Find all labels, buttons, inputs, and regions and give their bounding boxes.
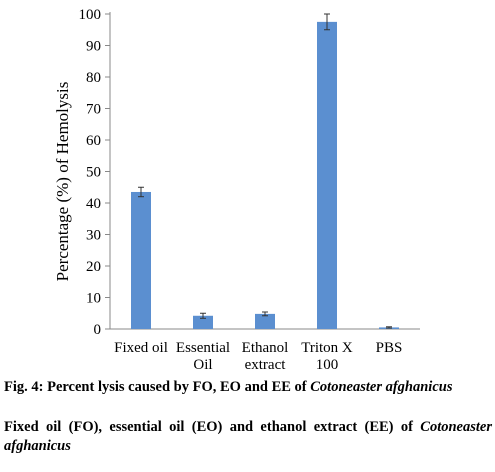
y-tick-label: 80: [86, 70, 101, 86]
y-tick-label: 50: [86, 165, 101, 181]
bar: [131, 191, 151, 329]
hemolysis-bar-chart: 0 10 20 30 40 50 60 70 80 90 100 Percentage (%) of …: [53, 7, 420, 373]
x-tick-label: Ethanol extract: [242, 340, 289, 373]
y-tick-label: 100: [79, 7, 102, 23]
caption-title-text: Fig. 4: Percent lysis caused by FO, EO a…: [4, 379, 311, 395]
y-tick-label: 60: [86, 133, 101, 149]
y-axis-title: Percentage (%) of Hemolysis: [53, 82, 72, 282]
y-tick-label: 40: [86, 196, 101, 212]
bar: [255, 313, 275, 329]
y-tick-label: 10: [86, 291, 101, 307]
caption-description-species: Cotoneaster afghanicus: [4, 419, 492, 454]
x-tick-label: Fixed oil: [114, 340, 168, 356]
y-tick-label: 30: [86, 228, 101, 244]
y-tick-label: 90: [86, 39, 101, 55]
caption-title-species: Cotoneaster afghanicus: [310, 379, 453, 395]
y-tick-label: 20: [86, 259, 101, 275]
x-tick-label: Essential Oil: [176, 340, 230, 373]
y-tick-label: 70: [86, 102, 101, 118]
figure-caption-description: Fixed oil (FO), essential oil (EO) and e…: [4, 418, 492, 456]
bar: [193, 315, 213, 329]
x-tick-label: PBS: [376, 340, 403, 356]
y-tick-label: 0: [94, 322, 102, 338]
bar: [317, 21, 337, 329]
caption-description-text: Fixed oil (FO), essential oil (EO) and e…: [4, 419, 421, 435]
figure-caption-title: Fig. 4: Percent lysis caused by FO, EO a…: [4, 378, 492, 397]
x-tick-label: Triton X 100: [301, 340, 353, 373]
